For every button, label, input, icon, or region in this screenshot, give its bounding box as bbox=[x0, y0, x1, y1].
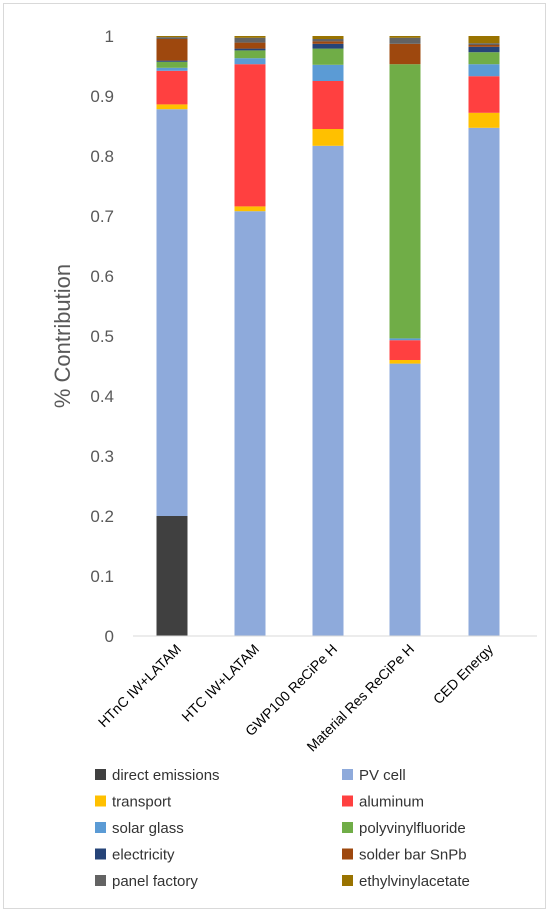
bar-segment bbox=[312, 145, 344, 637]
bar-segment bbox=[234, 50, 266, 59]
bar-segment bbox=[468, 76, 500, 113]
legend-swatch bbox=[342, 848, 353, 860]
bar-segment bbox=[234, 64, 266, 207]
legend-swatch bbox=[95, 769, 106, 780]
y-axis-label: % Contribution bbox=[50, 264, 75, 408]
bar-segment bbox=[312, 64, 344, 81]
bar-segment bbox=[312, 48, 344, 65]
legend-label: ethylvinylacetate bbox=[359, 873, 470, 890]
bar-segment bbox=[312, 81, 344, 129]
bar-segment bbox=[389, 338, 421, 341]
bar-segment bbox=[389, 340, 421, 360]
bar-segment bbox=[468, 36, 500, 44]
bar-segment bbox=[156, 104, 188, 110]
y-tick-label: 0.7 bbox=[90, 207, 114, 226]
legend-swatch bbox=[342, 875, 353, 886]
legend-swatch bbox=[342, 769, 353, 780]
bar-segment bbox=[468, 45, 500, 47]
y-tick-label: 0.5 bbox=[90, 327, 114, 346]
bar-segment bbox=[312, 39, 344, 42]
bar-segment bbox=[312, 43, 344, 49]
y-tick-label: 0.9 bbox=[90, 87, 114, 106]
y-tick-label: 1 bbox=[105, 27, 114, 46]
bar-segment bbox=[389, 37, 421, 44]
legend-label: solder bar SnPb bbox=[359, 847, 467, 864]
bar-segment bbox=[234, 211, 266, 636]
bar-segment bbox=[468, 112, 500, 128]
bar-segment bbox=[156, 61, 188, 68]
bar-segment bbox=[468, 127, 500, 637]
y-tick-label: 0.1 bbox=[90, 567, 114, 586]
legend-label: direct emissions bbox=[112, 767, 220, 784]
bar-segment bbox=[389, 360, 421, 364]
legend-label: aluminum bbox=[359, 794, 424, 811]
x-category-label: HTC IW+LATAM bbox=[178, 641, 262, 725]
bar-segment bbox=[234, 36, 266, 38]
bar-segment bbox=[389, 64, 421, 339]
legend-swatch bbox=[95, 822, 106, 833]
legend-label: transport bbox=[112, 794, 172, 811]
bar-segment bbox=[234, 48, 266, 51]
bar-segment bbox=[156, 516, 188, 636]
y-axis-ticks: 0 0.1 0.2 0.3 0.4 0.5 0.6 0.7 0.8 0.9 1 bbox=[90, 27, 114, 646]
legend-label: PV cell bbox=[359, 767, 406, 784]
bar-segment bbox=[468, 64, 500, 77]
bar-segment bbox=[234, 206, 266, 212]
y-tick-label: 0.8 bbox=[90, 147, 114, 166]
bar-segment bbox=[389, 363, 421, 636]
legend-swatch bbox=[342, 822, 353, 833]
bar-segment bbox=[312, 41, 344, 44]
bars bbox=[156, 36, 500, 637]
legend-label: solar glass bbox=[112, 820, 184, 837]
bar-segment bbox=[156, 109, 188, 516]
bar-segment bbox=[156, 67, 188, 71]
legend-swatch bbox=[342, 795, 353, 807]
y-tick-label: 0.2 bbox=[90, 507, 114, 526]
bar-segment bbox=[156, 39, 188, 61]
bar-segment bbox=[312, 36, 344, 39]
bar-segment bbox=[156, 37, 188, 39]
legend-label: panel factory bbox=[112, 873, 198, 890]
bar-segment bbox=[468, 52, 500, 65]
legend-swatch bbox=[95, 875, 106, 886]
bar-segment bbox=[234, 37, 266, 43]
bar-segment bbox=[312, 129, 344, 146]
bar-segment bbox=[156, 70, 188, 105]
y-tick-label: 0.3 bbox=[90, 447, 114, 466]
bar-segment bbox=[156, 60, 188, 62]
x-category-label: CED Energy bbox=[430, 641, 496, 707]
bar-segment bbox=[468, 46, 500, 53]
bar-segment bbox=[234, 58, 266, 65]
legend: direct emissions PV cell transport aluminum… bbox=[95, 767, 470, 890]
bar-segment bbox=[468, 43, 500, 45]
legend-label: electricity bbox=[112, 847, 175, 864]
chart-frame bbox=[3, 3, 546, 909]
legend-swatch bbox=[95, 848, 106, 860]
y-tick-label: 0.4 bbox=[90, 387, 114, 406]
bar-segment bbox=[389, 36, 421, 38]
bar-segment bbox=[389, 43, 421, 65]
legend-swatch bbox=[95, 795, 106, 807]
bar-segment bbox=[234, 42, 266, 49]
bar-segment bbox=[156, 36, 188, 38]
x-category-label: HTnC IW+LATAM bbox=[95, 641, 184, 730]
y-tick-label: 0 bbox=[105, 627, 114, 646]
y-tick-label: 0.6 bbox=[90, 267, 114, 286]
legend-label: polyvinylfluoride bbox=[359, 820, 466, 837]
